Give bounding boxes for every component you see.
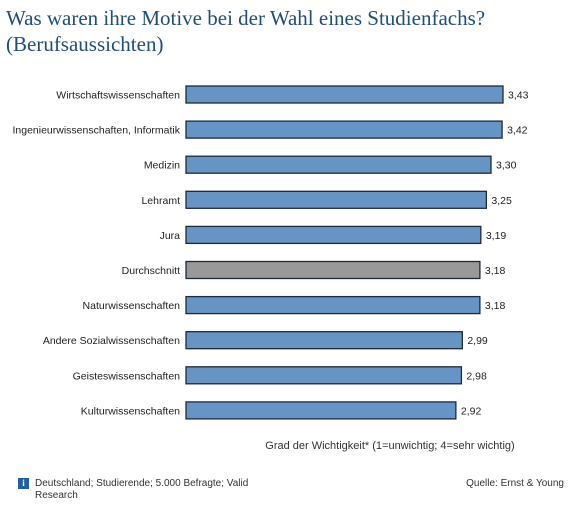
category-label: Durchschnitt — [122, 265, 180, 277]
chart-title: Was waren ihre Motive bei der Wahl eines… — [6, 5, 576, 57]
bar[interactable] — [185, 295, 481, 315]
category-label: Naturwissenschaften — [83, 300, 181, 312]
bar[interactable] — [185, 225, 482, 245]
bar[interactable] — [185, 366, 463, 385]
chart-title-line-1: Was waren ihre Motive bei der Wahl eines… — [6, 6, 486, 30]
bar-average[interactable] — [185, 260, 481, 280]
chart-title-line-2: (Berufsaussichten) — [6, 32, 164, 56]
value-label: 2,92 — [461, 405, 482, 417]
value-label: 3,18 — [485, 300, 506, 312]
bar[interactable] — [185, 190, 488, 209]
category-label: Medizin — [144, 160, 180, 172]
bar-chart: Wirtschaftswissenschaften 3,43 Ingenieurwi… — [12, 85, 529, 420]
x-axis-label: Grad der Wichtigkeit* (1=unwichtig; 4=se… — [265, 440, 515, 452]
value-label: 3,25 — [491, 195, 512, 207]
category-label: Geisteswissenschaften — [73, 370, 181, 382]
bar[interactable] — [185, 120, 503, 139]
value-label: 3,42 — [507, 125, 528, 137]
source-credit: Quelle: Ernst & Young — [466, 478, 564, 489]
category-label: Jura — [160, 230, 181, 242]
bar[interactable] — [185, 331, 463, 350]
footer-note-text: Deutschland; Studierende; 5.000 Befragte… — [35, 478, 249, 501]
category-label: Kulturwissenschaften — [81, 405, 180, 417]
category-label: Wirtschaftswissenschaften — [56, 90, 180, 102]
value-label: 3,30 — [496, 160, 517, 172]
value-label: 2,99 — [467, 335, 488, 347]
info-icon[interactable]: i — [18, 478, 29, 489]
bar[interactable] — [185, 401, 457, 420]
category-label: Lehramt — [141, 195, 180, 207]
value-label: 2,98 — [466, 370, 487, 382]
category-label: Andere Sozialwissenschaften — [43, 335, 180, 347]
bar[interactable] — [185, 85, 504, 104]
value-label: 3,43 — [508, 90, 529, 102]
value-label: 3,18 — [485, 265, 506, 277]
value-label: 3,19 — [486, 230, 507, 242]
bar[interactable] — [185, 155, 492, 174]
category-label: Ingenieurwissenschaften, Informatik — [12, 125, 180, 137]
footer-note: i Deutschland; Studierende; 5.000 Befragt… — [18, 478, 268, 502]
